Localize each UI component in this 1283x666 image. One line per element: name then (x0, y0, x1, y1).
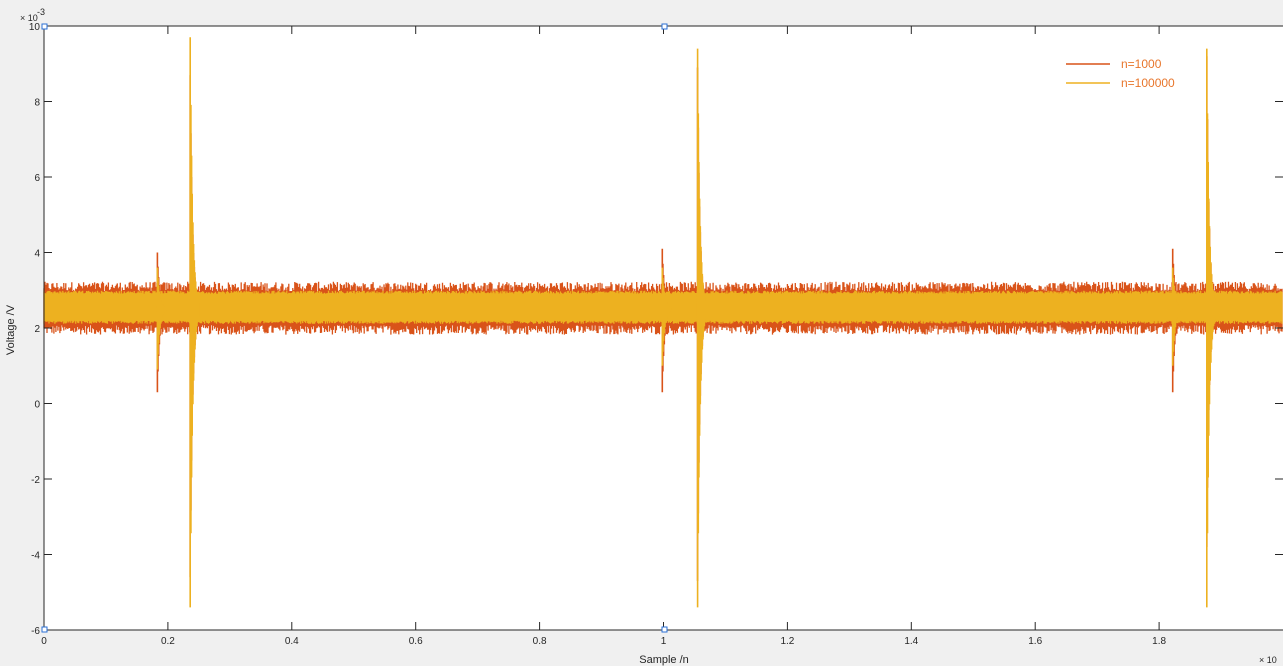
x-tick-label: 0.4 (285, 636, 299, 647)
y-tick-label: 8 (34, 98, 40, 109)
x-tick-label: 1.6 (1028, 636, 1042, 647)
x-tick-label: 1 (661, 636, 667, 647)
x-axis-label: Sample /n (639, 654, 689, 666)
y-exponent-base: × 10 (20, 13, 38, 23)
x-tick-label: 0.2 (161, 636, 175, 647)
y-tick-label: 2 (34, 324, 40, 335)
y-tick-label: -2 (31, 475, 40, 486)
x-tick-label: 0.8 (533, 636, 547, 647)
selection-handle-bc[interactable] (661, 626, 668, 633)
series-n100000 (43, 37, 1283, 608)
spike (156, 267, 167, 370)
x-tick-label: 1.8 (1152, 636, 1166, 647)
selection-handle-tc[interactable] (661, 23, 668, 30)
y-exponent-power: -3 (37, 7, 45, 17)
y-tick-label: 0 (34, 400, 40, 411)
x-tick-label: 0 (41, 636, 47, 647)
selection-handle-bl[interactable] (41, 626, 48, 633)
x-tick-label: 1.2 (780, 636, 794, 647)
y-axis-label: Voltage /V (5, 304, 17, 355)
y-tick-label: 10 (29, 22, 41, 33)
y-tick-label: -6 (31, 626, 40, 637)
x-tick-label: 1.4 (904, 636, 918, 647)
spike (1206, 48, 1217, 608)
legend-label-n1000: n=1000 (1121, 57, 1162, 71)
x-exponent-label: × 10 (1259, 655, 1277, 665)
spike (696, 48, 708, 608)
legend-label-n100000: n=100000 (1121, 76, 1175, 90)
y-tick-label: -4 (31, 551, 40, 562)
spike (189, 37, 200, 608)
spike (1171, 267, 1183, 366)
series-layer (43, 37, 1283, 608)
legend: n=1000 n=100000 (1066, 57, 1175, 90)
spike (661, 267, 672, 366)
y-tick-label: 6 (34, 173, 40, 184)
x-tick-label: 0.6 (409, 636, 423, 647)
y-tick-label: 4 (34, 249, 40, 260)
selection-handle-tl[interactable] (41, 23, 48, 30)
